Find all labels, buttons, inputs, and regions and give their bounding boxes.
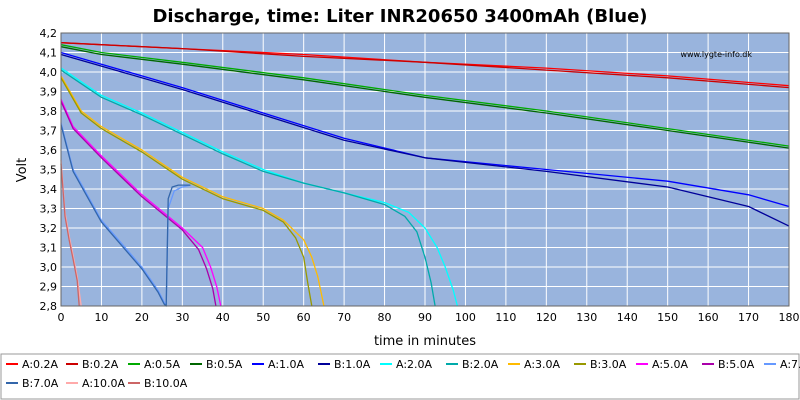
legend-label: A:0.2A [22, 358, 59, 371]
series-line-b-5-0a [60, 101, 217, 307]
legend-item: A:7.0A [764, 358, 800, 371]
series-line-b-10-0a [60, 163, 80, 307]
plot-area: 0 10 20 30 40 50 60 70 80 90 100 110 120 130 140 150 160… [40, 27, 800, 324]
legend-label: B:2.0A [462, 358, 499, 371]
legend-label: A:5.0A [652, 358, 689, 371]
series-line-b-0-2a [60, 42, 790, 89]
x-tick-label: 80 [378, 311, 392, 324]
series-line-a-1-0a [60, 51, 790, 208]
legend-item: B:3.0A [574, 358, 627, 371]
x-axis-label: time in minutes [374, 334, 476, 349]
legend-label: B:3.0A [590, 358, 627, 371]
legend-item: A:2.0A [380, 358, 433, 371]
series-line-b-2-0a [60, 69, 436, 307]
legend-item: B:7.0A [6, 377, 59, 390]
y-tick-label: 3,8 [40, 105, 58, 118]
y-tick-label: 3,6 [40, 144, 58, 157]
series-line-b-3-0a [60, 77, 313, 307]
x-tick-label: 20 [135, 311, 149, 324]
legend: A:0.2A B:0.2A A:0.5A B:0.5A A:1.0A B:1.0A A:2.… [0, 353, 800, 400]
legend-item: B:1.0A [318, 358, 371, 371]
y-tick-label: 3,4 [40, 183, 58, 196]
x-tick-label: 170 [738, 311, 759, 324]
series-line-a-7-0a [60, 122, 191, 307]
x-tick-label: 30 [175, 311, 189, 324]
series-line-a-5-0a [60, 99, 222, 307]
x-tick-label: 130 [576, 311, 597, 324]
legend-item: B:0.2A [66, 358, 119, 371]
x-tick-label: 160 [698, 311, 719, 324]
x-tick-label: 110 [495, 311, 516, 324]
series-line-b-7-0a [60, 124, 191, 307]
x-tick-label: 40 [216, 311, 230, 324]
legend-label: B:1.0A [334, 358, 371, 371]
y-tick-label: 3,7 [40, 125, 58, 138]
watermark: www.lygte-info.dk [680, 50, 752, 59]
x-tick-label: 140 [617, 311, 638, 324]
y-tick-label: 4,2 [40, 27, 58, 40]
y-tick-label: 4,0 [40, 66, 58, 79]
y-tick-label: 3,2 [40, 222, 58, 235]
legend-label: A:7.0A [780, 358, 800, 371]
y-tick-label: 3,1 [40, 242, 58, 255]
legend-label: A:0.5A [144, 358, 181, 371]
legend-item: A:3.0A [508, 358, 561, 371]
x-tick-label: 120 [536, 311, 557, 324]
legend-label: B:10.0A [144, 377, 188, 390]
series-line-a-3-0a [60, 75, 325, 307]
series-line-a-0-5a [60, 44, 790, 147]
series-line-b-1-0a [60, 53, 790, 227]
x-tick-label: 10 [94, 311, 108, 324]
plot-frame [60, 32, 790, 307]
legend-item: A:10.0A [66, 377, 126, 390]
y-tick-label: 2,9 [40, 281, 58, 294]
x-tick-label: 180 [779, 311, 800, 324]
legend-item: A:5.0A [636, 358, 689, 371]
x-tick-label: 90 [418, 311, 432, 324]
y-tick-label: 3,0 [40, 261, 58, 274]
legend-item: A:1.0A [252, 358, 305, 371]
legend-item: B:0.5A [190, 358, 243, 371]
legend-label: A:1.0A [268, 358, 305, 371]
x-tick-label: 100 [455, 311, 476, 324]
y-tick-label: 3,5 [40, 164, 58, 177]
legend-label: A:3.0A [524, 358, 561, 371]
chart-title: Discharge, time: Liter INR20650 3400mAh … [152, 6, 647, 27]
legend-label: B:0.5A [206, 358, 243, 371]
y-tick-label: 2,8 [40, 300, 58, 313]
y-axis-label: Volt [15, 158, 30, 183]
legend-item: A:0.2A [6, 358, 59, 371]
x-tick-label: 0 [58, 311, 65, 324]
legend-item: B:2.0A [446, 358, 499, 371]
x-tick-label: 70 [337, 311, 351, 324]
x-tick-label: 150 [657, 311, 678, 324]
legend-label: A:2.0A [396, 358, 433, 371]
y-tick-label: 3,9 [40, 86, 58, 99]
y-tick-label: 3,3 [40, 203, 58, 216]
legend-label: B:5.0A [718, 358, 755, 371]
legend-item: B:10.0A [128, 377, 188, 390]
legend-label: B:7.0A [22, 377, 59, 390]
legend-item: B:5.0A [702, 358, 755, 371]
legend-item: A:0.5A [128, 358, 181, 371]
legend-label: B:0.2A [82, 358, 119, 371]
x-tick-label: 60 [297, 311, 311, 324]
y-tick-label: 4,1 [40, 47, 58, 60]
x-tick-label: 50 [256, 311, 270, 324]
legend-label: A:10.0A [82, 377, 126, 390]
legend-box [0, 353, 800, 400]
series-line-b-0-5a [60, 46, 790, 149]
